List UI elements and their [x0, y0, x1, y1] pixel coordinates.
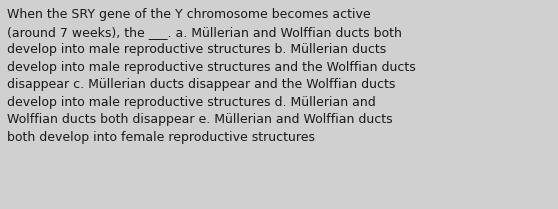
Text: When the SRY gene of the Y chromosome becomes active
(around 7 weeks), the ___. : When the SRY gene of the Y chromosome be…: [7, 8, 416, 144]
